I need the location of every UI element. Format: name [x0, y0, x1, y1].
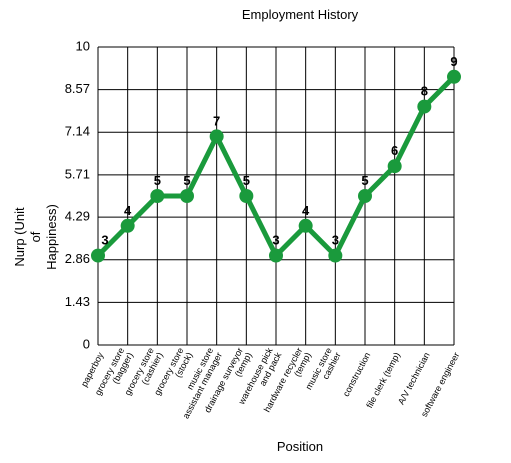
- data-point: [209, 129, 224, 144]
- y-tick-label: 8.57: [65, 81, 90, 96]
- x-axis-label: Position: [277, 439, 323, 454]
- x-tick-label-line: construction: [341, 351, 373, 399]
- y-tick-label: 7.14: [65, 124, 90, 139]
- data-label: 5: [243, 173, 250, 188]
- data-point: [150, 189, 165, 203]
- data-label: 9: [450, 54, 457, 69]
- y-tick-label: 4.29: [65, 209, 90, 224]
- data-point: [387, 159, 402, 174]
- y-tick-label: 5.71: [65, 166, 90, 181]
- data-label: 4: [302, 203, 310, 218]
- data-label: 8: [421, 84, 428, 99]
- y-tick-label: 0: [83, 336, 90, 351]
- y-axis-label-line: Happiness): [44, 204, 59, 270]
- data-label: 5: [361, 173, 368, 188]
- data-label: 3: [332, 233, 339, 248]
- data-label: 5: [183, 173, 190, 188]
- data-point: [358, 189, 372, 203]
- data-point: [269, 248, 283, 263]
- data-label: 3: [101, 233, 108, 248]
- data-point: [328, 248, 343, 263]
- x-tick-label: A/V technician: [396, 351, 432, 407]
- data-label: 3: [272, 233, 279, 248]
- y-tick-label: 1.43: [65, 294, 90, 309]
- x-tick-label: construction: [341, 351, 373, 399]
- y-tick-label: 10: [76, 38, 90, 53]
- y-axis-label-line: Nurp (Unit: [12, 207, 27, 267]
- data-label: 6: [391, 143, 398, 158]
- chart-title: Employment History: [242, 7, 359, 22]
- data-point: [120, 218, 135, 233]
- y-axis-label: Nurp (Unit of Happiness): [12, 204, 59, 270]
- y-axis-label-line: of: [28, 231, 43, 242]
- data-label: 4: [124, 203, 132, 218]
- data-point: [298, 218, 313, 233]
- y-tick-label: 2.86: [65, 251, 90, 266]
- data-point: [239, 189, 254, 203]
- data-label: 5: [154, 173, 161, 188]
- data-point: [180, 189, 194, 203]
- data-label: 7: [213, 113, 220, 128]
- data-point: [91, 248, 105, 263]
- data-point: [447, 69, 461, 84]
- x-tick-label-line: A/V technician: [396, 351, 432, 407]
- data-point: [417, 99, 432, 114]
